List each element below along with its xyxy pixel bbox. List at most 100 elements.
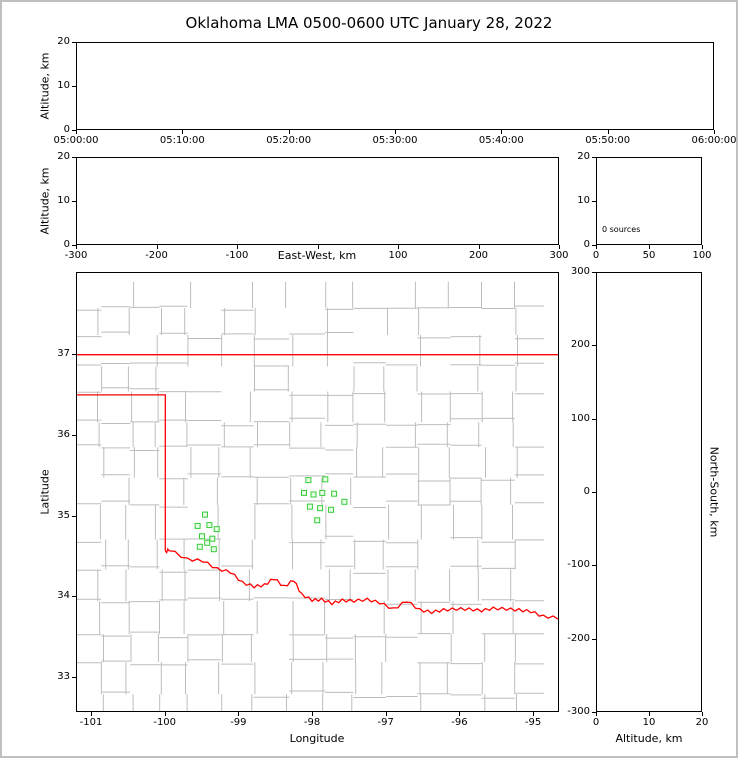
y-tick-label: 200 [570, 339, 590, 351]
y-tick-label: 20 [57, 36, 70, 47]
lma-station-marker [317, 505, 324, 512]
x-tick-mark [164, 712, 166, 716]
x-tick-mark [398, 245, 399, 249]
lma-station-marker [206, 522, 213, 529]
y-tick-mark [72, 201, 76, 202]
x-tick-label: 20 [695, 717, 709, 728]
lma-station-marker [322, 476, 329, 483]
x-tick-mark [559, 245, 560, 249]
ns-panel-x-axis-label: Altitude, km [615, 732, 683, 745]
county-boundaries [77, 281, 544, 711]
y-tick-label: 10 [57, 195, 70, 206]
x-tick-mark [596, 245, 597, 249]
x-tick-label: 0 [592, 250, 600, 261]
x-tick-mark [533, 712, 535, 716]
northsouth-altitude-panel [596, 272, 702, 712]
x-tick-label: -95 [524, 717, 542, 728]
lma-station-marker [328, 506, 335, 513]
y-tick-mark [72, 354, 76, 356]
x-tick-mark [459, 712, 461, 716]
y-tick-label: 35 [57, 509, 70, 521]
x-tick-label: 100 [388, 250, 408, 261]
y-tick-mark [592, 418, 596, 420]
x-tick-mark [76, 245, 77, 249]
ew-panel-x-axis-label: East-West, km [277, 249, 357, 262]
lma-station-marker [199, 533, 205, 540]
y-tick-mark [592, 245, 596, 246]
x-tick-mark [312, 712, 314, 716]
state-border [77, 394, 166, 551]
y-tick-mark [592, 712, 596, 713]
lma-station-marker [310, 491, 317, 498]
source-count-annotation: 0 sources [602, 225, 641, 234]
x-tick-mark [649, 712, 650, 716]
y-tick-mark [72, 245, 76, 246]
figure-title: Oklahoma LMA 0500-0600 UTC January 28, 2… [185, 14, 553, 32]
lma-station-marker [305, 477, 312, 484]
y-tick-label: 37 [57, 348, 70, 360]
x-tick-label: 10 [642, 717, 656, 728]
y-tick-mark [72, 42, 76, 43]
eastwest-altitude-panel [76, 157, 559, 245]
x-tick-label: 100 [692, 250, 712, 261]
x-tick-label: 05:40:00 [478, 135, 524, 146]
x-tick-label: -99 [230, 717, 247, 728]
y-tick-mark [592, 565, 596, 567]
y-tick-label: 0 [583, 239, 590, 250]
x-tick-mark [649, 245, 650, 249]
lma-station-marker [213, 526, 220, 533]
lma-station-marker [196, 543, 203, 550]
y-tick-label: 300 [570, 266, 590, 277]
x-tick-mark [607, 130, 609, 134]
x-tick-label: 05:10:00 [159, 135, 205, 146]
x-tick-mark [596, 712, 597, 716]
y-tick-label: 20 [577, 151, 590, 162]
x-tick-mark [702, 712, 703, 716]
state-border [164, 547, 558, 620]
lma-station-marker [210, 546, 217, 553]
lma-station-marker [341, 498, 348, 505]
y-tick-label: 10 [57, 80, 70, 91]
x-tick-label: -97 [377, 717, 394, 728]
x-tick-label: 05:30:00 [372, 135, 418, 146]
y-tick-label: -100 [567, 559, 590, 571]
time-altitude-panel [76, 42, 714, 130]
x-tick-label: 0 [592, 717, 600, 728]
y-tick-label: 33 [57, 671, 70, 683]
y-tick-label: 20 [57, 151, 70, 162]
x-tick-label: 06:00:00 [691, 135, 737, 146]
y-tick-mark [592, 201, 596, 202]
x-tick-label: 300 [549, 250, 569, 261]
y-tick-label: 0 [583, 486, 590, 497]
y-tick-label: 36 [57, 428, 70, 440]
x-tick-label: -98 [303, 717, 321, 728]
lma-station-marker [306, 503, 313, 510]
y-tick-mark [592, 157, 596, 158]
x-tick-label: 05:00:00 [53, 135, 99, 146]
y-tick-mark [592, 345, 596, 347]
y-tick-mark [72, 86, 76, 87]
x-tick-mark [288, 130, 290, 134]
x-tick-mark [702, 245, 703, 249]
lma-station-marker [209, 535, 216, 542]
y-tick-mark [72, 434, 76, 436]
y-tick-mark [72, 157, 76, 158]
y-tick-mark [592, 638, 596, 640]
y-tick-label: 34 [57, 590, 70, 602]
y-tick-mark [592, 492, 596, 493]
x-tick-mark [76, 130, 77, 134]
x-tick-mark [395, 130, 396, 134]
map-x-axis-label: Longitude [289, 732, 345, 745]
y-tick-label: 10 [577, 195, 590, 206]
x-tick-label: 05:20:00 [266, 135, 312, 146]
x-tick-label: -200 [145, 250, 168, 261]
oklahoma-map-canvas [77, 281, 558, 711]
y-tick-mark [592, 272, 596, 273]
map-y-axis-label: Latitude [38, 469, 52, 515]
x-tick-mark [91, 712, 93, 716]
x-tick-mark [317, 245, 319, 249]
ns-panel-right-axis-label: North-South, km [707, 446, 721, 538]
y-tick-mark [72, 677, 76, 679]
y-tick-label: -200 [567, 632, 590, 644]
